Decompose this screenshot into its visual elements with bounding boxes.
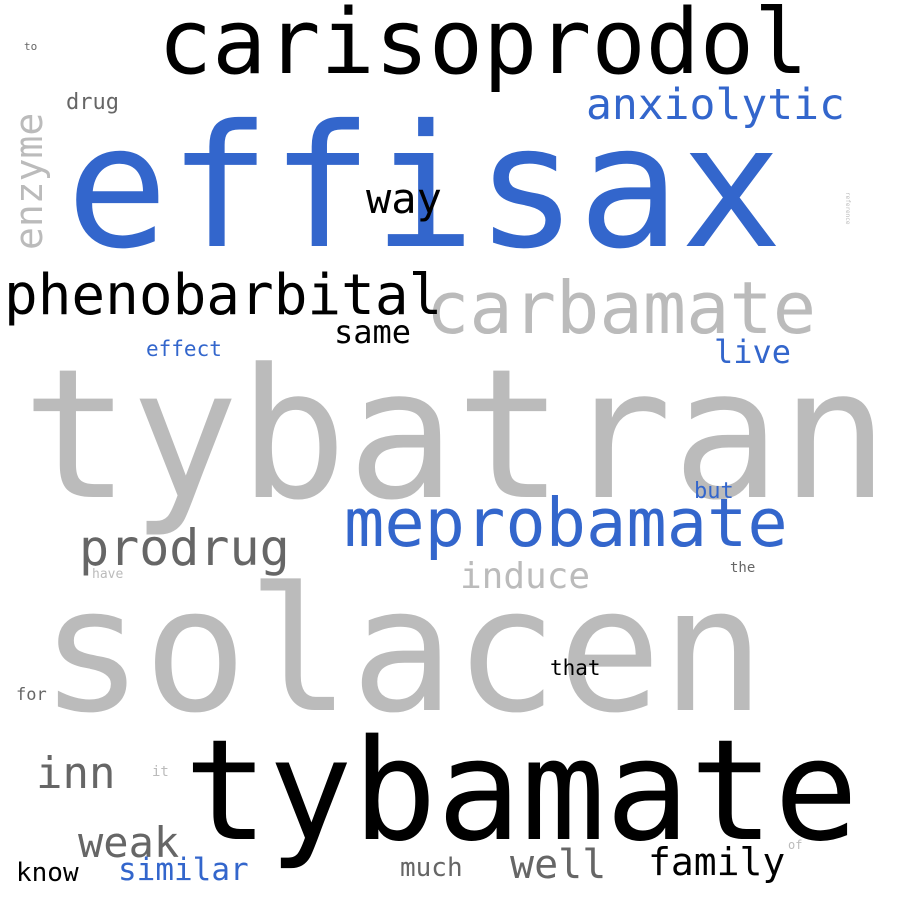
- word-of: of: [788, 838, 803, 852]
- word-well: well: [510, 842, 607, 888]
- word-in: in: [406, 154, 420, 167]
- word-have: have: [92, 567, 124, 582]
- word-weak: weak: [78, 818, 180, 867]
- word-family: family: [648, 840, 786, 884]
- word-way: way: [366, 174, 442, 223]
- word-phenobarbital: phenobarbital: [4, 263, 443, 328]
- word-know: know: [16, 858, 79, 888]
- word-prodrug: prodrug: [79, 519, 290, 577]
- word-effisax: effisax: [66, 89, 783, 287]
- word-enzyme: enzyme: [7, 112, 51, 250]
- word-that: that: [550, 656, 601, 680]
- word-carisoprodol: carisoprodol: [158, 0, 809, 95]
- word-meprobamate: meprobamate: [344, 484, 788, 562]
- word-much: much: [400, 853, 463, 883]
- word-carbamate: carbamate: [426, 266, 817, 350]
- word-tybatran: tybatran: [22, 331, 889, 540]
- word-it: it: [152, 764, 169, 780]
- word-inn: inn: [36, 748, 116, 799]
- word-reference: reference: [844, 192, 851, 225]
- word-but: but: [694, 479, 734, 504]
- word-induce: induce: [460, 556, 591, 597]
- word-to: to: [24, 40, 38, 53]
- word-same: same: [334, 313, 412, 351]
- word-the: the: [730, 560, 756, 576]
- word-similar: similar: [118, 852, 249, 888]
- word-live: live: [714, 333, 792, 371]
- word-anxiolytic: anxiolytic: [586, 80, 845, 130]
- word-effect: effect: [146, 337, 222, 361]
- word-solacen: solacen: [40, 550, 765, 751]
- word-drug: drug: [66, 90, 119, 115]
- word-for: for: [16, 685, 47, 705]
- word-tybamate: tybamate: [184, 710, 859, 873]
